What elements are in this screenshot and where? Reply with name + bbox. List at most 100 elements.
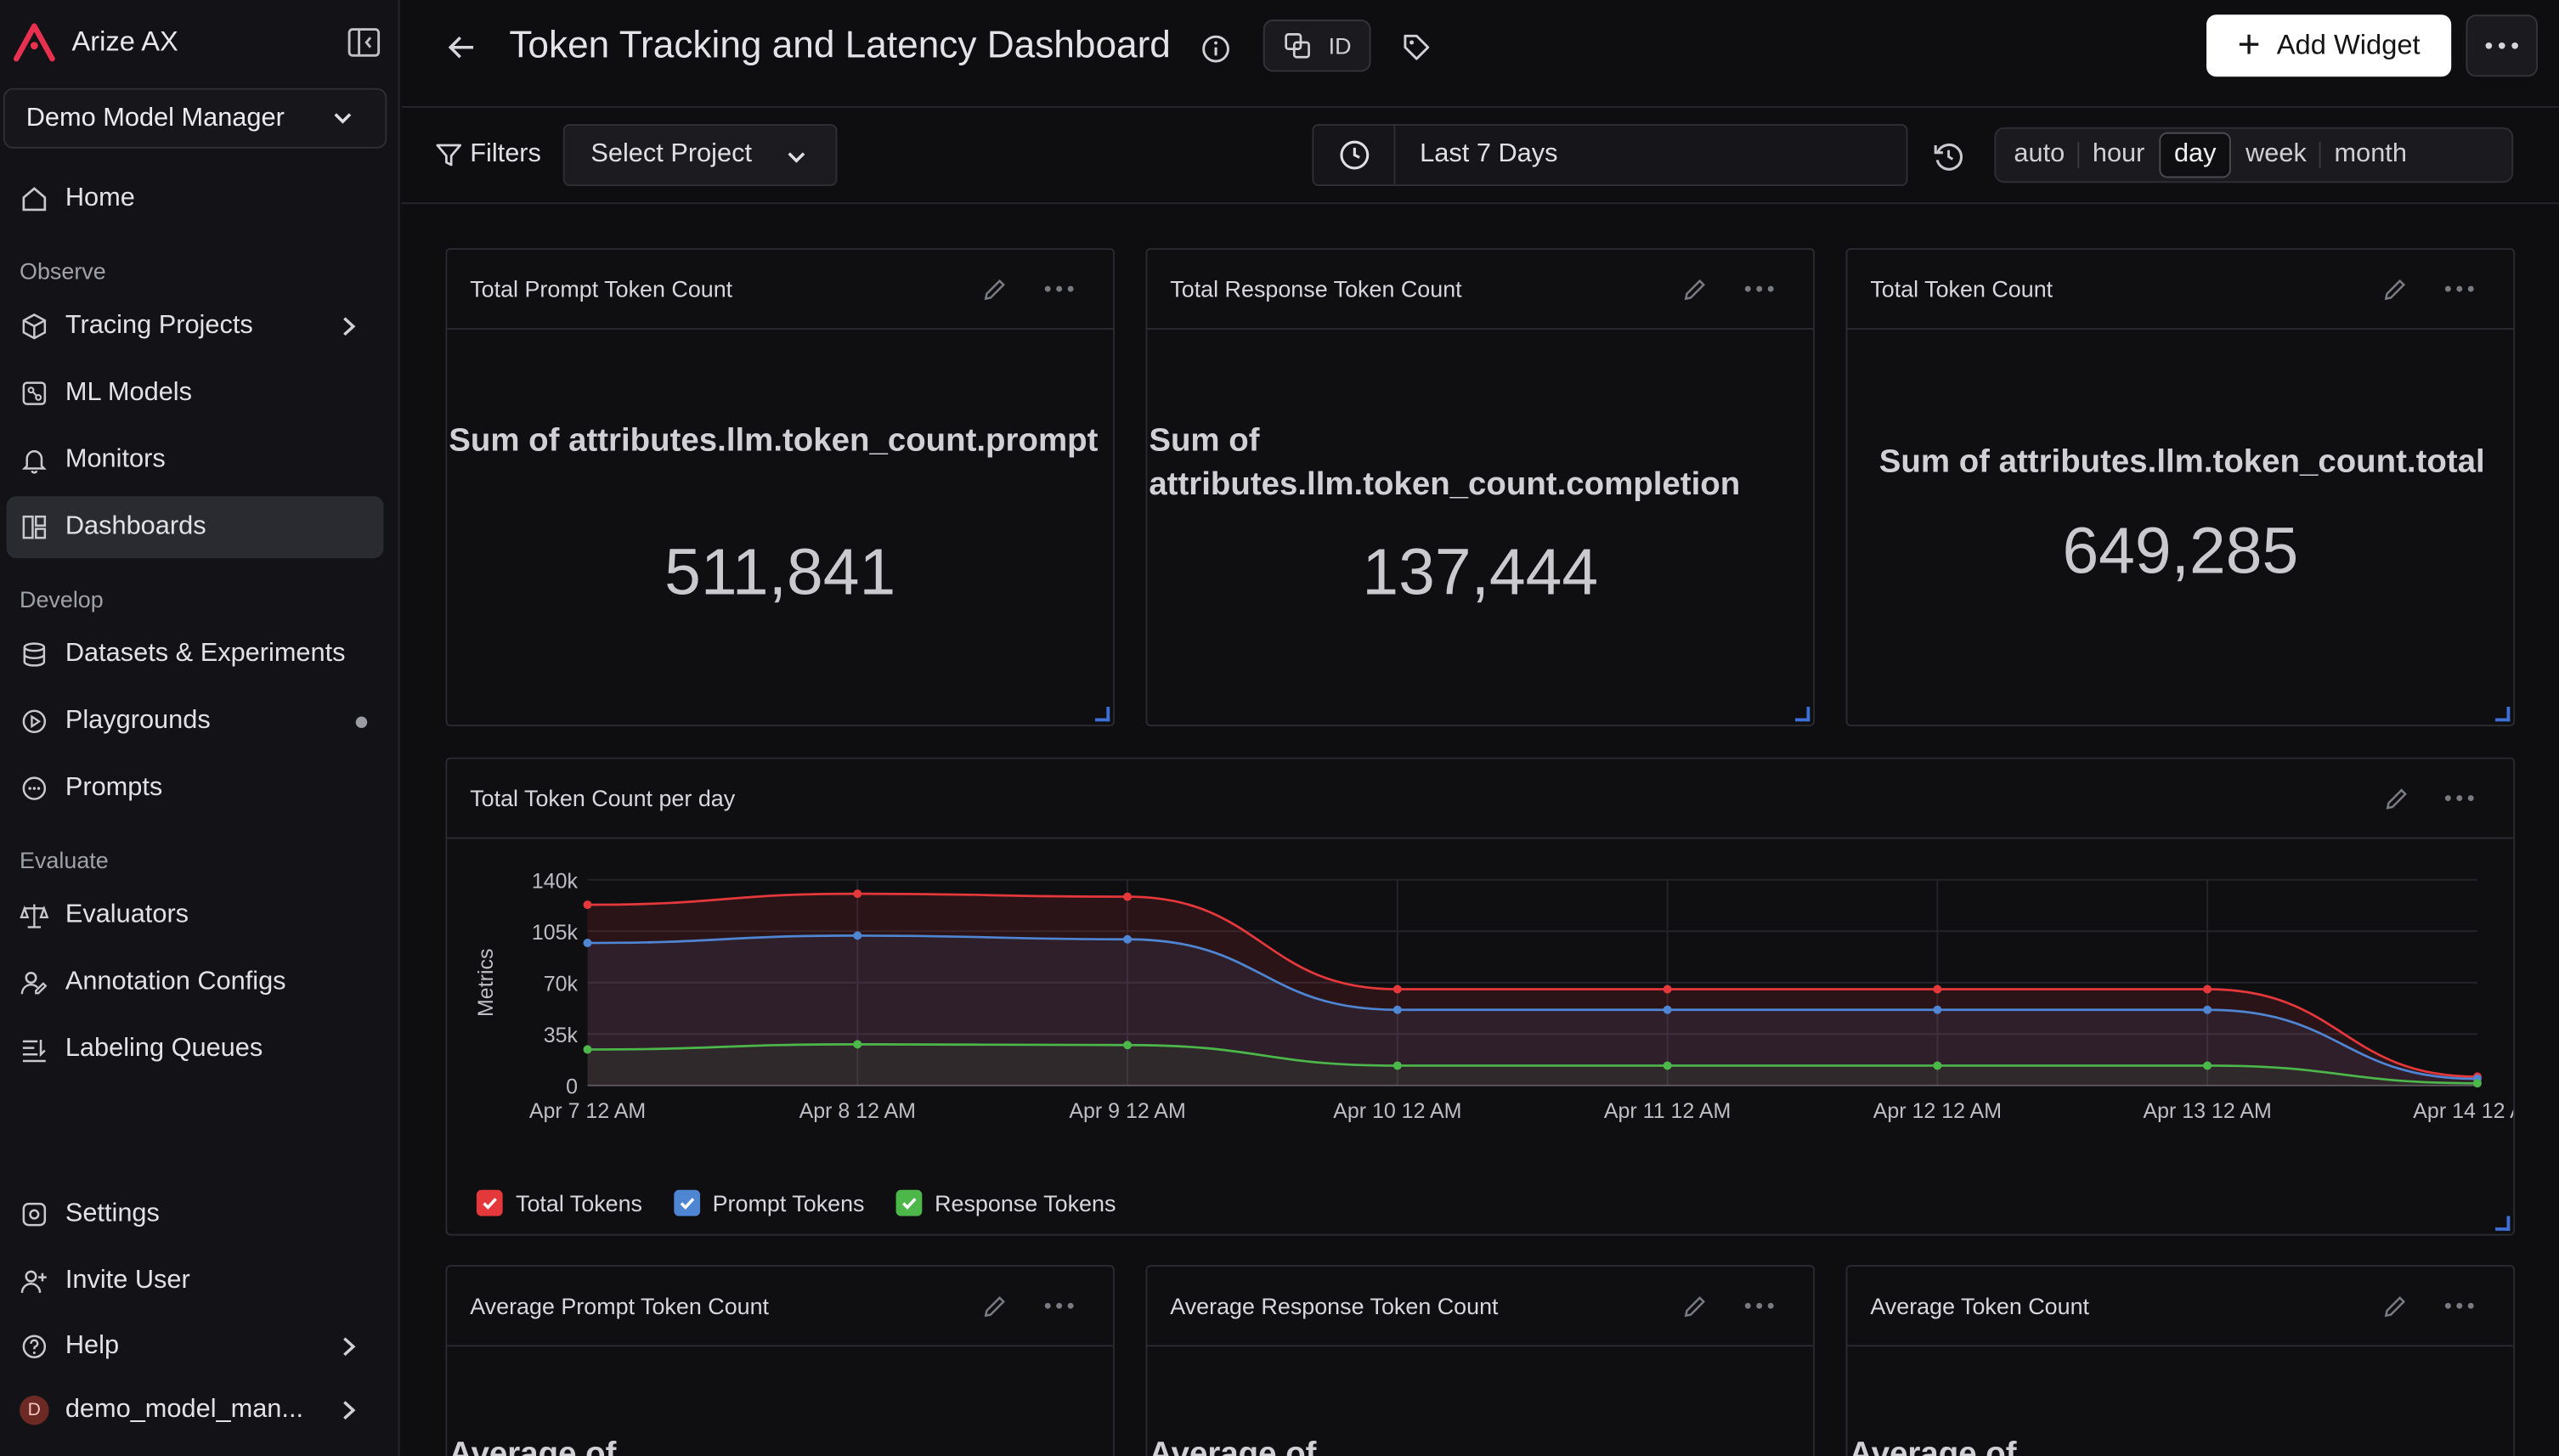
- user-edit-icon: [20, 968, 49, 997]
- sidebar-item-home[interactable]: Home: [7, 168, 384, 230]
- granularity-toggle: auto hour day week month: [1994, 127, 2514, 183]
- resize-handle[interactable]: [1794, 707, 1811, 722]
- sidebar-item-invite-user[interactable]: Invite User: [7, 1250, 384, 1312]
- stat-label: Average of: [449, 1436, 617, 1456]
- data-point: [1663, 985, 1672, 994]
- pencil-icon[interactable]: [1681, 1293, 1709, 1321]
- legend-label: Total Tokens: [516, 1189, 643, 1216]
- sidebar-item-labeling-queues[interactable]: Labeling Queues: [7, 1019, 384, 1081]
- more-horizontal-icon[interactable]: [2443, 278, 2476, 301]
- sidebar-item-label: Tracing Projects: [65, 312, 253, 340]
- date-range-picker[interactable]: Last 7 Days: [1312, 124, 1908, 187]
- y-tick-label: 140k: [532, 869, 579, 893]
- project-select[interactable]: Select Project: [562, 124, 838, 187]
- info-icon[interactable]: [1200, 32, 1232, 65]
- sidebar-item-label: Evaluators: [65, 900, 189, 929]
- legend-item[interactable]: Total Tokens: [476, 1189, 643, 1216]
- sidebar-item-label: ML Models: [65, 378, 193, 407]
- granularity-hour[interactable]: hour: [2092, 140, 2145, 168]
- brand[interactable]: Arize AX: [13, 21, 178, 64]
- pencil-icon[interactable]: [980, 1293, 1008, 1321]
- more-horizontal-icon[interactable]: [1042, 278, 1075, 301]
- sidebar-item-label: Playgrounds: [65, 707, 211, 735]
- sidebar-item-tracing-projects[interactable]: Tracing Projects: [7, 296, 384, 358]
- tag-icon[interactable]: [1400, 31, 1432, 64]
- line-chart[interactable]: 0 35k 70k 105k 140k Apr 7 12 AM Apr 8 12 AM Apr…: [447, 841, 2513, 1184]
- sidebar-item-dashboards[interactable]: Dashboards: [6, 496, 384, 559]
- sidebar-item-settings[interactable]: Settings: [7, 1183, 384, 1245]
- pencil-icon[interactable]: [2383, 785, 2411, 813]
- sidebar-item-label: Help: [65, 1331, 120, 1360]
- data-point: [1663, 1005, 1672, 1014]
- more-horizontal-icon[interactable]: [1743, 278, 1776, 301]
- x-tick-label: Apr 10 12 AM: [1333, 1099, 1461, 1123]
- more-horizontal-icon[interactable]: [1743, 1295, 1776, 1318]
- widget-title: Total Token Count: [1870, 275, 2053, 302]
- granularity-day[interactable]: day: [2159, 132, 2231, 178]
- sidebar-item-ml-models[interactable]: ML Models: [7, 363, 384, 425]
- sidebar-item-help[interactable]: Help: [7, 1316, 384, 1378]
- chevron-right-icon: [343, 1401, 356, 1420]
- sidebar-item-prompts[interactable]: Prompts: [7, 758, 384, 820]
- y-tick-label: 105k: [532, 921, 579, 945]
- pencil-icon[interactable]: [2381, 1293, 2409, 1321]
- granularity-month[interactable]: month: [2334, 140, 2407, 168]
- chart-legend: Total Tokens Prompt Tokens Response Tokens: [476, 1189, 1147, 1216]
- sidebar-item-evaluators[interactable]: Evaluators: [7, 884, 384, 946]
- pencil-icon[interactable]: [980, 276, 1008, 304]
- x-tick-label: Apr 12 12 AM: [1873, 1099, 2002, 1123]
- pencil-icon[interactable]: [1681, 276, 1709, 304]
- legend-item[interactable]: Response Tokens: [895, 1189, 1116, 1216]
- more-horizontal-icon[interactable]: [2443, 1295, 2476, 1318]
- x-tick-label: Apr 7 12 AM: [529, 1099, 646, 1123]
- add-widget-label: Add Widget: [2276, 29, 2421, 61]
- divider: [2319, 142, 2322, 168]
- legend-item[interactable]: Prompt Tokens: [673, 1189, 865, 1216]
- sidebar: Arize AX Demo Model Manager Home Observe…: [0, 0, 400, 1456]
- sidebar-item-datasets-experiments[interactable]: Datasets & Experiments: [7, 624, 384, 686]
- id-label: ID: [1328, 32, 1352, 59]
- more-options-button[interactable]: [2466, 14, 2538, 77]
- collapse-sidebar-icon[interactable]: [346, 25, 381, 60]
- filters-button[interactable]: Filters: [434, 140, 541, 170]
- sidebar-item-user[interactable]: D demo_model_man...: [7, 1380, 384, 1442]
- data-point: [583, 900, 592, 910]
- copy-icon: [1285, 33, 1310, 59]
- space-selector[interactable]: Demo Model Manager: [3, 87, 387, 149]
- filter-bar: Filters Select Project Last 7 Days auto …: [401, 108, 2559, 205]
- more-horizontal-icon: [2485, 42, 2518, 49]
- user-name: demo_model_man...: [65, 1395, 304, 1424]
- divider: [2077, 142, 2080, 168]
- data-point: [1392, 985, 1402, 994]
- section-label-observe: Observe: [20, 257, 106, 285]
- resize-handle[interactable]: [1094, 707, 1110, 722]
- checkbox-checked-icon[interactable]: [476, 1189, 503, 1216]
- copy-id-button[interactable]: ID: [1263, 20, 1371, 72]
- clock-icon: [1313, 125, 1396, 185]
- sidebar-item-label: Annotation Configs: [65, 968, 286, 996]
- more-horizontal-icon[interactable]: [1042, 1295, 1075, 1318]
- granularity-auto[interactable]: auto: [2014, 140, 2065, 168]
- checkbox-checked-icon[interactable]: [673, 1189, 700, 1216]
- filters-label: Filters: [470, 140, 541, 168]
- resize-handle[interactable]: [2495, 707, 2511, 722]
- granularity-week[interactable]: week: [2245, 140, 2307, 168]
- resize-handle[interactable]: [2495, 1216, 2511, 1231]
- widget-average-prompt-token-count: Average Prompt Token Count Average of: [445, 1265, 1115, 1456]
- page-header: Token Tracking and Latency Dashboard ID …: [401, 0, 2559, 108]
- pencil-icon[interactable]: [2381, 276, 2409, 304]
- refresh-icon[interactable]: [1930, 138, 1966, 174]
- checkbox-checked-icon[interactable]: [895, 1189, 922, 1216]
- sidebar-item-annotation-configs[interactable]: Annotation Configs: [7, 951, 384, 1013]
- more-horizontal-icon[interactable]: [2443, 787, 2476, 810]
- data-point: [1123, 934, 1133, 944]
- section-label-evaluate: Evaluate: [20, 847, 109, 874]
- sidebar-item-label: Dashboards: [65, 512, 206, 541]
- sidebar-item-label: Prompts: [65, 773, 163, 802]
- data-point: [583, 1045, 592, 1054]
- add-widget-button[interactable]: + Add Widget: [2206, 14, 2452, 77]
- x-tick-label: Apr 14 12 AM: [2413, 1099, 2513, 1123]
- back-arrow-icon[interactable]: [443, 30, 479, 65]
- sidebar-item-monitors[interactable]: Monitors: [7, 429, 384, 491]
- sidebar-item-playgrounds[interactable]: Playgrounds: [7, 691, 384, 753]
